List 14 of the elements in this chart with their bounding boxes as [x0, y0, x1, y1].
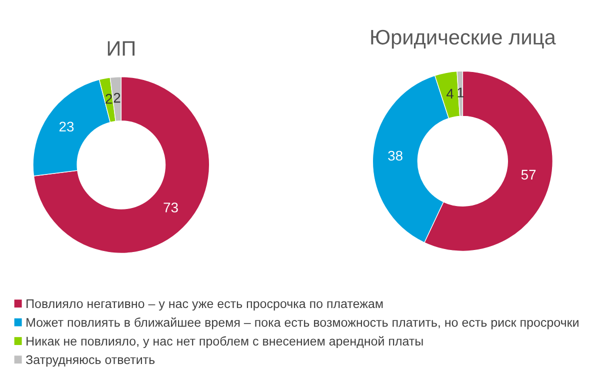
- data-label: 2: [114, 92, 120, 103]
- chart-title: Юридические лица: [371, 30, 556, 49]
- data-label: 2: [106, 94, 112, 104]
- donut-slice: [33, 76, 210, 254]
- data-label: 4: [446, 88, 454, 98]
- legend-label: Повлияло негативно – у нас уже есть просрочка по платежам: [26, 299, 383, 311]
- data-label: 38: [388, 150, 402, 161]
- legend-label: Затрудняюсь ответить: [26, 355, 155, 367]
- legend-label: Никак не повлияло, у нас нет проблем с внесением арендной платы: [26, 336, 423, 348]
- data-label: 57: [521, 170, 536, 180]
- data-label: 73: [164, 202, 178, 212]
- data-label: 23: [59, 122, 74, 132]
- chart-title: ИП: [108, 41, 134, 56]
- legend-label: Может повлиять в ближайшее время – пока есть возможность платить, но есть риск просрочки: [26, 317, 578, 330]
